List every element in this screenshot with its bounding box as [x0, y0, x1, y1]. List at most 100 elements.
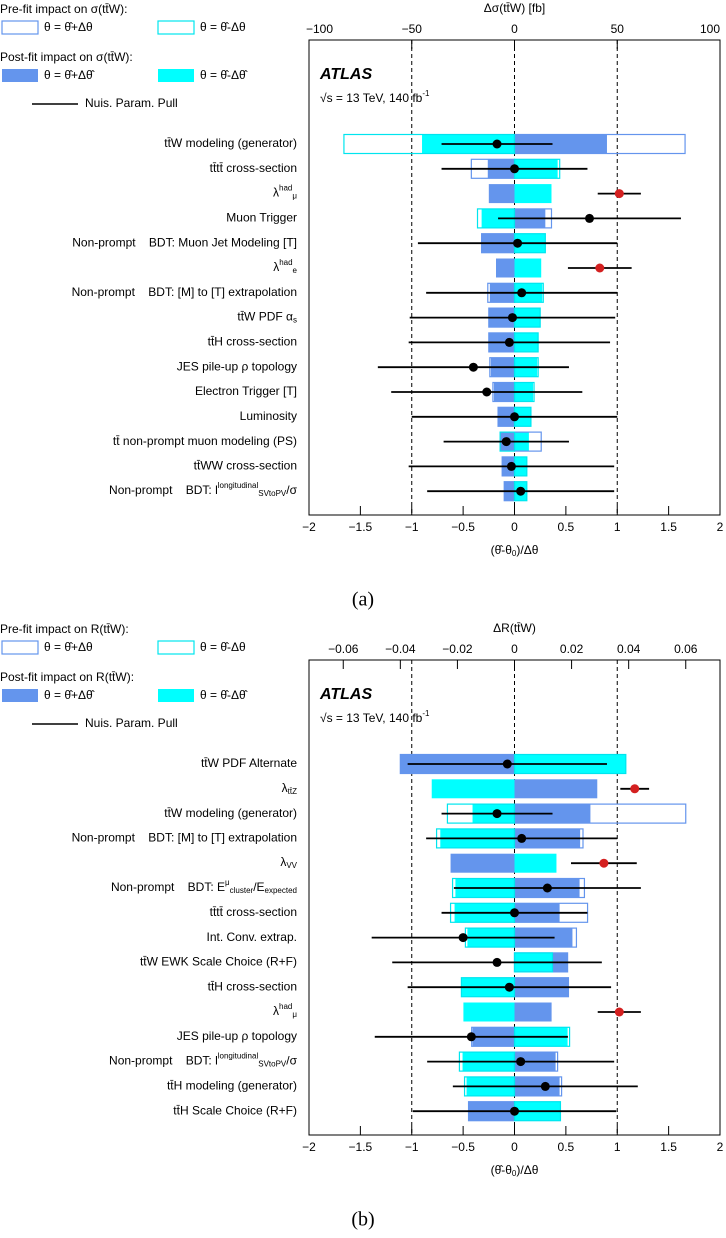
category-label-after: /σ [286, 483, 297, 497]
pull-point [482, 387, 492, 397]
category-label-sub: SVtoPV [258, 1060, 287, 1069]
category-label: Luminosity [240, 409, 297, 423]
pull-point [506, 461, 516, 471]
legend-swatch [158, 69, 194, 82]
postfit-bar [514, 853, 557, 873]
postfit-bar [514, 184, 552, 204]
category-label-sub: SVtoPV [258, 489, 287, 498]
category-label-after: /σ [286, 1054, 297, 1068]
pull-point [510, 164, 519, 174]
category-label-sup: longitudinal [218, 481, 259, 490]
x-tick-label: 1.5 [660, 520, 677, 534]
category-label-sub: μ [292, 1010, 297, 1019]
postfit-bar [463, 1002, 515, 1022]
x-tick-label: 0.5 [558, 1140, 575, 1154]
legend-label: θ = θ̂-Δθ̂ [200, 688, 248, 702]
x-axis-label-after: )/Δθ [516, 543, 538, 557]
category-label-text: Non-prompt BDT: l [109, 483, 218, 497]
x2-tick-label: −0.04 [385, 642, 416, 656]
x2-tick-label: 0.06 [674, 642, 698, 656]
category-label: Non-prompt BDT: Muon Jet Modeling [T] [72, 235, 297, 249]
legend-swatch [157, 20, 195, 35]
pull-point [516, 1057, 526, 1067]
category-label: tt̄WW cross-section [194, 459, 297, 473]
x2-tick-label: −0.02 [442, 642, 473, 656]
category-label: λhadμ [273, 184, 297, 201]
pull-point [630, 784, 640, 794]
x2-tick-label: 0.02 [560, 642, 584, 656]
x2-axis-label: Δσ(tt̄W) [fb] [484, 1, 545, 15]
caption: (b) [351, 1209, 374, 1231]
energy-label: √s = 13 TeV, 140 fb-1 [320, 709, 430, 725]
category-label: Int. Conv. extrap. [207, 930, 298, 944]
pull-point [468, 362, 478, 372]
category-label-text: Non-prompt BDT: l [109, 1054, 218, 1068]
legend-title: Pre-fit impact on R(tt̄W): [0, 622, 129, 636]
legend-label: θ = θ̂+Δθ̂ [44, 68, 95, 82]
pull-point [595, 263, 605, 273]
postfit-bar [514, 258, 542, 278]
pull-point [507, 313, 517, 323]
x-tick-label: 0 [511, 1140, 518, 1154]
x-tick-label: 1.5 [660, 1140, 677, 1154]
category-label-text: λ [273, 1004, 279, 1018]
category-label-text: λ [282, 781, 288, 795]
energy-label-sup: -1 [422, 709, 430, 718]
pull-point [458, 933, 468, 943]
legend-swatch [2, 689, 38, 702]
legend-label: θ = θ̂-Δθ [200, 20, 246, 34]
x-tick-label: 0.5 [558, 520, 575, 534]
category-label: Non-prompt BDT: llongitudinalSVtoPV/σ [109, 1052, 298, 1069]
postfit-bar [514, 779, 598, 799]
category-label: JES pile-up ρ topology [177, 359, 297, 373]
pull-point [542, 883, 552, 893]
category-label-sup: μ [225, 878, 230, 887]
category-label-sub: μ [292, 192, 297, 201]
pull-point [510, 908, 519, 918]
category-label: λhade [273, 258, 297, 275]
category-label-text: λ [273, 186, 279, 200]
postfit-bar [514, 1002, 552, 1022]
category-label: tt̄ non-prompt muon modeling (PS) [113, 434, 297, 448]
x-tick-label: 1 [614, 1140, 621, 1154]
pull-point [510, 412, 519, 422]
category-label-sup: had [279, 1002, 292, 1011]
legend-swatch [158, 689, 194, 702]
x-tick-label: 2 [717, 520, 724, 534]
experiment-label: ATLAS [319, 686, 372, 703]
legend-swatch [1, 640, 39, 655]
category-label: tt̄W modeling (generator) [164, 806, 297, 820]
x2-tick-label: 0.04 [617, 642, 641, 656]
x-tick-label: −2 [302, 520, 316, 534]
category-label: tt̄tt̄ cross-section [210, 161, 297, 175]
category-label-sup: had [279, 258, 292, 267]
x2-axis-label: ΔR(tt̄W) [493, 621, 536, 635]
legend-label: θ = θ̂+Δθ [44, 640, 93, 654]
x2-tick-label: 0 [511, 642, 518, 656]
pull-point [504, 982, 514, 992]
category-label: λVV [280, 855, 297, 870]
pull-point [492, 809, 502, 819]
category-label: tt̄W PDF Alternate [201, 756, 297, 770]
x-axis-label-after: )/Δθ [516, 1163, 538, 1177]
x-axis-label: (θ̂-θ0)/Δθ [491, 543, 539, 558]
category-label: λhadμ [273, 1002, 297, 1019]
category-label: tt̄W PDF αs [237, 310, 297, 325]
x-tick-label: −0.5 [451, 520, 475, 534]
pull-point [502, 759, 512, 769]
legend-label: θ = θ̂+Δθ̂ [44, 688, 95, 702]
postfit-bar [496, 258, 515, 278]
pull-point [492, 957, 502, 967]
category-label: Non-prompt BDT: [M] to [T] extrapolation [72, 285, 297, 299]
category-label: Muon Trigger [226, 211, 297, 225]
x-tick-label: −1 [405, 1140, 419, 1154]
legend-title: Post-fit impact on R(tt̄W): [0, 670, 134, 684]
category-label: tt̄H modeling (generator) [167, 1079, 297, 1093]
postfit-bar [431, 779, 515, 799]
x-tick-label: −1.5 [349, 520, 373, 534]
pull-point [614, 1007, 624, 1017]
category-label: JES pile-up ρ topology [177, 1029, 297, 1043]
postfit-bar [450, 853, 515, 873]
category-label: Non-prompt BDT: llongitudinalSVtoPV/σ [109, 481, 298, 498]
x-axis-label: (θ̂-θ0)/Δθ [491, 1163, 539, 1178]
